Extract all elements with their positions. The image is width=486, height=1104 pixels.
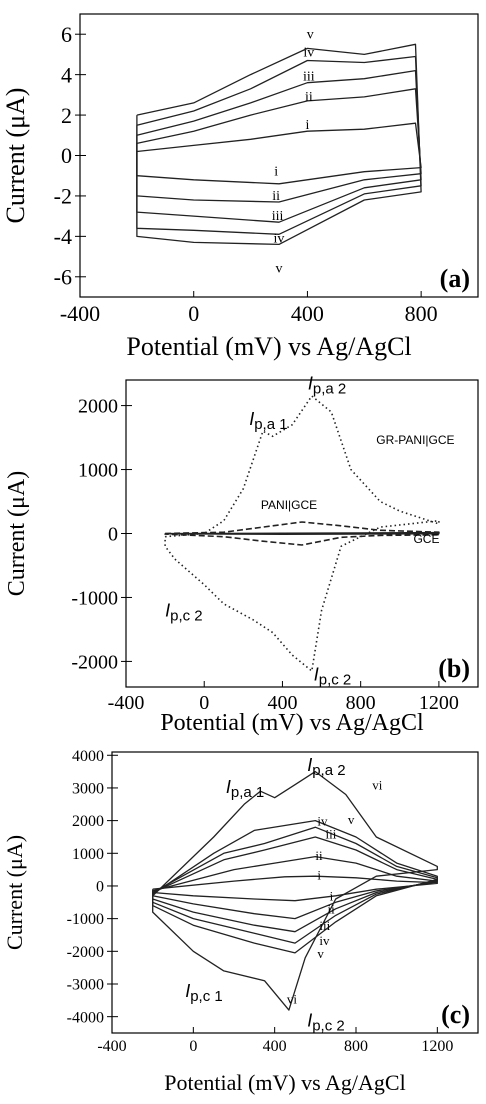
panel-a-panel-label: (a) [440,264,470,293]
panel-c-peak-label: Ip,a 1 [226,777,264,801]
panel-c-cathodic-curve-label: v [317,946,324,961]
panel-c-cathodic-curve-label: iii [319,918,330,933]
panel-a-anodic-curve-label: iii [303,70,315,85]
panel-c-anodic-curve-label: iv [317,814,328,829]
panel-b-series-line-PANI|GCE [164,521,440,546]
panel-b-peak-label: Ip,a 2 [308,374,346,398]
panel-b-series-line-GR-PANI|GCE [164,395,440,672]
panel-c-y-tick-label: 2000 [72,813,104,830]
panel-c-plot-frame [111,751,479,1034]
panel-c-y-tick-label: -2000 [67,944,104,961]
panel-a-y-tick-label: 2 [61,103,72,128]
panel-a-y-tick-label: 4 [61,62,72,87]
panel-b-panel-label: (b) [438,654,470,683]
panel-c-y-tick-label: -4000 [67,1009,104,1026]
panel-a-y-tick-label: 0 [61,143,72,168]
panel-a-cathodic-curve-label: iii [272,209,284,224]
panel-a-series-line-i [136,122,422,185]
panel-c-y-tick-label: 3000 [72,781,104,798]
panel-c-x-tick-label: 800 [344,1038,368,1055]
panel-a-y-tick-label: 6 [61,22,72,47]
panel-a-y-tick-label: -6 [54,264,72,289]
panel-b-x-axis-label: Potential (mV) vs Ag/AgCl [160,710,424,736]
panel-a-x-axis-label: Potential (mV) vs Ag/AgCl [126,332,411,361]
panel-a-x-tick-label: -400 [60,301,100,326]
panel-c-anodic-curve-label: iii [326,827,337,842]
panel-c-anodic-curve-label: v [348,812,355,827]
panel-b-series-label: PANI|GCE [261,498,317,512]
panel-a-cathodic-curve-label: v [276,262,283,277]
panel-a-y-tick-label: -4 [54,224,72,249]
panel-c-cathodic-curve-label: vi [287,992,298,1007]
panel-a-anodic-curve-label: iv [303,45,314,60]
panel-a-plot-frame [79,13,479,298]
panel-c-panel-label: (c) [441,1000,470,1029]
panel-c-series-line-ii [152,855,438,920]
panel-c-y-tick-label: 0 [96,879,104,896]
panel-b-series-line-GCE [164,531,440,535]
panel-b-y-tick-label: -2000 [71,651,118,673]
panel-b-x-tick-label: 800 [346,692,376,714]
panel-a-y-axis-label: Current (μA) [1,88,30,224]
panel-c-series-line-vi [152,770,438,1011]
panel-b-peak-label: Ip,a 1 [249,409,287,433]
panel-a-x-tick-label: 0 [188,301,199,326]
panel-b-peak-label: Ip,c 2 [165,601,203,625]
panel-c-peak-label: Ip,c 1 [185,981,223,1005]
panel-b-y-tick-label: 2000 [78,396,118,418]
panel-c-x-tick-label: 0 [189,1038,197,1055]
panel-a-series-line-v [136,43,422,246]
panel-c-x-tick-label: 1200 [421,1038,453,1055]
panel-c-x-tick-label: -400 [97,1038,126,1055]
panel-c-y-tick-label: -1000 [67,911,104,928]
panel-a-anodic-curve-label: i [305,118,309,133]
panel-c-peak-label: Ip,c 2 [307,1010,345,1034]
panel-b-series-label: GCE [413,532,439,546]
panel-c-y-tick-label: 1000 [72,846,104,863]
panel-c-series-line-iv [152,826,438,944]
panel-c-cathodic-curve-label: iv [319,933,330,948]
panel-a-series-line-iv [136,55,422,235]
panel-c-anodic-curve-label: vi [372,778,383,793]
panel-c-series-line-i [152,875,438,902]
panel-c-x-tick-label: 400 [263,1038,287,1055]
panel-c-anodic-curve-label: i [317,867,321,882]
panel-a-cathodic-curve-label: iv [274,231,285,246]
panel-a-cathodic-curve-label: i [274,165,278,180]
panel-c-y-tick-label: -3000 [67,977,104,994]
panel-c-y-tick-label: 4000 [72,748,104,765]
panel-b-y-tick-label: 0 [108,524,118,546]
panel-b-peak-label: Ip,c 2 [314,665,352,689]
panel-b-x-tick-label: 0 [199,692,209,714]
panel-a-x-tick-label: 400 [291,301,324,326]
panel-c-cathodic-curve-label: i [330,889,334,904]
panel-a-x-tick-label: 800 [405,301,438,326]
panel-c-anodic-curve-label: ii [315,848,323,863]
panel-a-y-tick-label: -2 [54,184,72,209]
panel-b-x-tick-label: 1200 [419,692,459,714]
panel-c-peak-label: Ip,a 2 [307,755,345,779]
panel-c-series-line-iii [152,836,438,933]
panel-c-cathodic-curve-label: ii [328,902,336,917]
panel-b-x-tick-label: -400 [108,692,145,714]
panel-c-y-axis-label: Current (μA) [2,835,27,950]
panel-a-anodic-curve-label: ii [305,90,313,105]
panel-b-y-tick-label: 1000 [78,460,118,482]
panel-a-cathodic-curve-label: ii [272,189,280,204]
panel-b-x-tick-label: 400 [267,692,297,714]
panel-c-series-line-v [152,819,438,954]
panel-b-y-axis-label: Current (μA) [4,471,30,597]
panel-c-x-axis-label: Potential (mV) vs Ag/AgCl [164,1070,405,1095]
panel-b-y-tick-label: -1000 [71,587,118,609]
panel-b-series-label: GR-PANI|GCE [376,433,454,447]
panel-a-anodic-curve-label: v [307,27,314,42]
